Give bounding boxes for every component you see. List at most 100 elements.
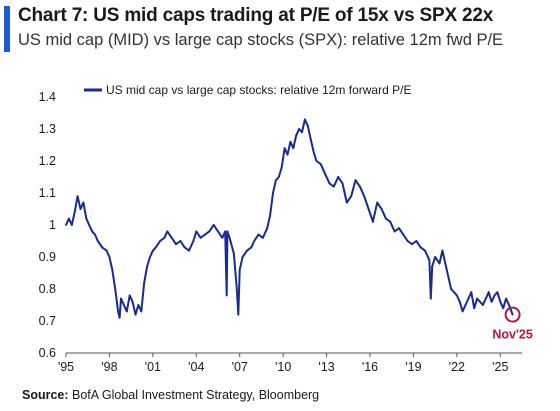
series-point [91,230,93,233]
series-point [429,297,432,300]
series-point [192,240,195,242]
series-point [111,268,114,271]
series-point [319,163,322,166]
series-point [306,124,309,127]
series-point [292,147,295,150]
series-point [393,230,396,233]
series-point [137,304,140,306]
series-point [88,224,91,226]
series-point [208,230,211,233]
x-tick-label: '04 [188,360,204,374]
series-point [456,294,458,297]
series-point [345,201,348,204]
series-point [280,166,283,169]
series-point [226,230,229,233]
series-point [304,118,306,121]
series-point [166,230,169,233]
series-point [298,128,300,130]
x-tick-label: '13 [318,360,334,374]
series-point [398,227,400,230]
x-tick-label: '25 [492,360,508,374]
series-point [324,172,326,175]
series-point [431,265,434,268]
series-point [350,195,353,198]
series-point [411,243,413,246]
title-accent-bar [4,6,10,52]
series-point [363,195,366,198]
series-point [490,300,493,303]
series-point [257,233,260,236]
series-point [76,195,79,198]
series-point [73,211,76,214]
series-point [179,240,182,242]
series-point [217,230,219,233]
series-point [269,214,271,217]
series-point [105,249,108,252]
series-point [101,246,104,249]
series-point [289,140,292,143]
series-point [128,294,131,297]
series-point [493,294,496,297]
series-point [479,300,481,303]
series-point [188,249,190,252]
series-point [380,208,383,210]
series-point [183,246,186,249]
x-tick-label: '98 [101,360,117,374]
series-point [470,291,473,294]
series-point [328,182,331,185]
series-point [315,160,318,162]
series-point [428,259,431,262]
series-point [419,246,422,249]
series-point [262,236,264,239]
series-point [277,176,280,178]
series-point [301,131,303,134]
series-points [65,118,514,319]
y-tick-label: 0.8 [39,282,56,296]
series-point [283,147,286,150]
series-point [458,300,461,303]
series-point [154,246,157,249]
series-point [131,300,134,303]
series-point [511,313,514,316]
x-tick-label: '01 [145,360,161,374]
series-point [467,297,470,300]
x-tick-label: '95 [58,360,74,374]
series-point [354,179,357,182]
series-point [204,233,206,236]
source-text: BofA Global Investment Strategy, Bloombe… [68,388,320,402]
series-point [195,230,198,233]
series-point [376,201,379,204]
series-point [441,249,444,252]
series-point [508,304,510,306]
x-tick-label: '19 [405,360,421,374]
y-tick-label: 0.6 [39,346,56,360]
series-point [96,240,99,242]
series-point [70,224,73,226]
series-point [482,304,484,306]
series-point [505,297,507,300]
series-point [149,256,151,258]
series-point [406,240,409,242]
chart-subtitle: US mid cap (MID) vs large cap stocks (SP… [18,31,504,49]
series-point [199,236,202,239]
series-point [114,288,117,290]
nov25-highlight-circle [504,306,521,323]
series-point [120,297,122,300]
series-point [359,185,361,188]
series-point [286,153,289,156]
series-point [341,182,344,185]
series-point [108,256,111,258]
series-point [221,236,224,239]
x-tick-label: '07 [232,360,248,374]
series-point [337,176,340,178]
series-point [246,249,248,252]
series-point [152,249,154,252]
series-point [275,179,277,182]
series-point [389,220,392,223]
series-point [118,316,121,319]
x-tick-label: '22 [449,360,465,374]
series-point [484,297,487,300]
series-point [94,233,96,236]
series-point [123,304,125,306]
